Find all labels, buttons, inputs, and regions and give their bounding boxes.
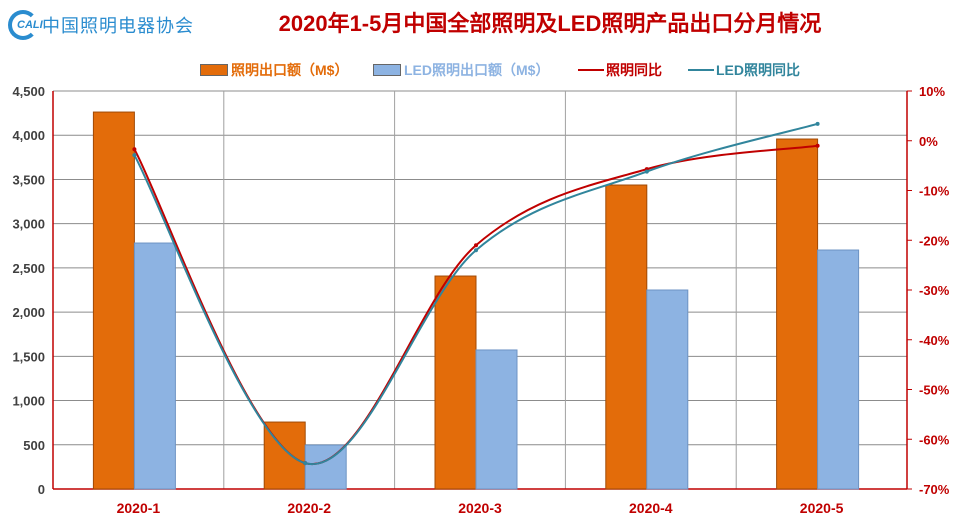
legend-item: 照明同比 [578, 60, 662, 80]
legend-line-icon [688, 69, 714, 71]
right-tick-label: 10% [919, 84, 945, 99]
legend-item: LED照明出口额（M$） [373, 60, 549, 80]
left-tick-label: 0 [38, 482, 45, 497]
line-point-2020-3 [474, 243, 478, 248]
bar-led-2020-4 [646, 289, 689, 490]
line-point-2020-3 [474, 248, 478, 253]
line-point-2020-5 [815, 143, 820, 148]
x-tick-label: 2020-5 [800, 500, 844, 516]
legend-item: LED照明同比 [688, 60, 800, 80]
left-tick-label: 4,500 [12, 84, 45, 99]
line-point-2020-2 [303, 461, 308, 466]
legend-swatch [373, 64, 401, 76]
bar-lighting-2020-5 [776, 138, 819, 490]
logo: CALI 中国照明电器协会 [8, 10, 194, 40]
left-tick-label: 3,000 [12, 217, 45, 232]
right-tick-label: -60% [919, 432, 950, 447]
right-tick-label: -30% [919, 283, 950, 298]
right-tick-label: -20% [919, 233, 950, 248]
left-tick-label: 4,000 [12, 128, 45, 143]
left-tick-label: 1,000 [12, 394, 45, 409]
chart-title: 2020年1-5月中国全部照明及LED照明产品出口分月情况 [278, 11, 822, 36]
line-point-2020-4 [644, 169, 649, 174]
right-tick-label: 0% [919, 134, 938, 149]
bar-led-2020-3 [475, 349, 518, 490]
bar-led-2020-2 [304, 444, 347, 490]
legend-item: 照明出口额（M$） [200, 60, 348, 80]
legend-label: LED照明出口额（M$） [404, 62, 550, 78]
legend-label: 照明出口额（M$） [231, 62, 349, 78]
line-led-yoy [133, 122, 818, 466]
bar-led-2020-5 [817, 249, 860, 490]
logo-mark-text: CALI [17, 19, 43, 31]
left-tick-label: 500 [23, 438, 45, 453]
right-tick-label: -10% [919, 184, 950, 199]
x-tick-label: 2020-2 [287, 500, 331, 516]
x-tick-label: 2020-4 [629, 500, 673, 516]
line-point-2020-1 [132, 147, 137, 152]
logo-mark: CALI [8, 10, 43, 40]
left-tick-label: 1,500 [12, 349, 45, 364]
left-tick-label: 2,500 [12, 261, 45, 276]
right-tick-label: -40% [919, 333, 950, 348]
legend-line-icon [578, 69, 604, 71]
left-tick-label: 3,500 [12, 172, 45, 187]
left-tick-label: 2,000 [12, 305, 45, 320]
bar-led-2020-1 [133, 242, 176, 490]
right-tick-label: -50% [919, 383, 950, 398]
x-tick-label: 2020-1 [117, 500, 161, 516]
bar-lighting-2020-1 [92, 111, 135, 490]
legend-swatch [200, 64, 228, 76]
line-point-2020-1 [132, 153, 137, 158]
legend-label: LED照明同比 [716, 62, 800, 78]
legend-label: 照明同比 [606, 62, 662, 78]
right-tick-label: -70% [919, 482, 950, 497]
bar-lighting-2020-4 [605, 184, 648, 490]
bar-lighting-2020-3 [434, 275, 477, 490]
x-tick-label: 2020-3 [458, 500, 502, 516]
line-point-2020-5 [815, 121, 820, 126]
logo-text: 中国照明电器协会 [42, 16, 194, 37]
